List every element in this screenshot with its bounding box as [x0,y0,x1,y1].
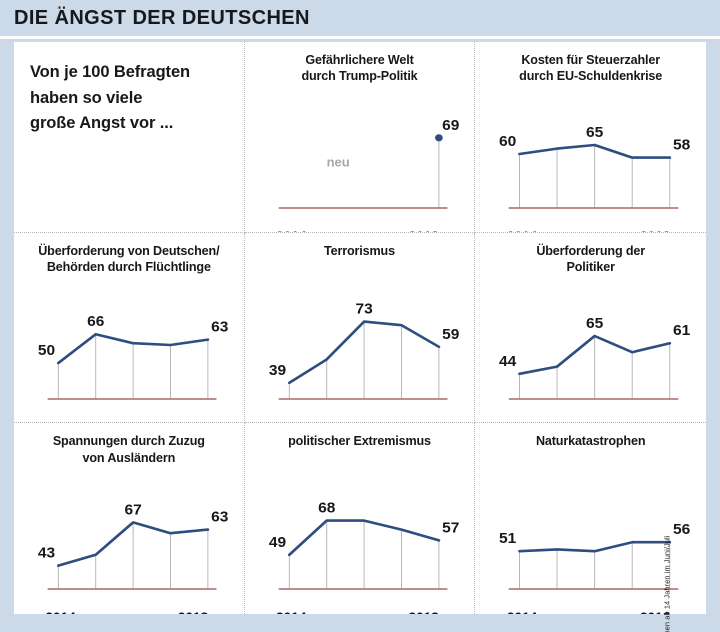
intro-line-2: haben so viele [30,88,143,107]
chart-title-line: von Ausländern [82,450,176,465]
x-tick-end: 2018 [408,419,439,423]
x-tick-end: 2018 [408,228,439,232]
header-divider [0,36,720,39]
x-axis-terrorism: 2014 2018 [253,419,467,423]
chart-title-line: Überforderung von Deutschen/ [38,243,220,258]
source-line-3: Grafik: dpa [681,604,690,632]
x-tick-start: 2014 [276,609,307,614]
x-tick-end: 2018 [408,609,439,614]
svg-text:63: 63 [211,319,228,335]
intro-line-3: große Angst vor ... [30,114,174,133]
svg-text:59: 59 [442,326,459,342]
x-tick-end: 2018 [640,419,671,423]
chart-plot-eu-debt: 60 65 58 [483,88,698,230]
content-sheet: Von je 100 Befragten haben so viele groß… [14,42,706,632]
svg-text:61: 61 [673,322,690,338]
chart-title-line: Überforderung der [536,243,646,258]
svg-text:63: 63 [211,509,228,525]
svg-text:56: 56 [673,522,690,538]
svg-text:49: 49 [269,535,286,551]
chart-title-line: Spannungen durch Zuzug [52,434,205,449]
svg-text:39: 39 [269,362,286,378]
new-badge: neu [326,154,350,170]
intro-line-1: Von je 100 Befragten [30,63,190,81]
svg-text:60: 60 [499,133,516,149]
chart-title-trump: Gefährlichere Welt durch Trump-Politik [253,52,467,86]
svg-text:66: 66 [87,313,104,329]
chart-plot-disasters: 51 56 [483,469,698,611]
chart-title-disasters: Naturkatastrophen [483,433,698,467]
x-axis-eu-debt: 2014 2018 [483,228,698,232]
panel-intro: Von je 100 Befragten haben so viele groß… [14,42,245,233]
x-tick-end: 2018 [640,609,671,614]
x-tick-start: 2014 [276,228,307,232]
chart-title-eu-debt: Kosten für Steuerzahler durch EU-Schulden… [483,52,698,86]
chart-title-refugees: Überforderung von Deutschen/Behörden dur… [22,243,236,277]
x-tick-start: 2014 [507,228,538,232]
svg-text:65: 65 [586,315,603,331]
chart-title-line: Gefährlichere Welt [305,53,414,67]
panel-chart-refugees: Überforderung von Deutschen/Behörden dur… [14,232,245,424]
panel-chart-extremism: politischer Extremismus 49 68 57 2014 2018 [245,423,476,614]
page-title: DIE ÄNGST DER DEUTSCHEN [14,7,310,29]
svg-text:57: 57 [442,520,459,536]
x-axis-refugees: 2014 2018 [22,419,236,423]
panel-grid: Von je 100 Befragten haben so viele groß… [14,42,706,614]
chart-title-line: Terrorismus [324,243,395,258]
chart-title-line: Politiker [566,260,615,275]
x-tick-start: 2014 [276,419,307,423]
svg-text:43: 43 [38,545,55,561]
x-tick-end: 2018 [640,228,671,232]
source-note: repräsentative Umfragen; 2018: rund 2300… [662,536,690,632]
x-axis-foreigners: 2014 2018 [22,609,236,614]
x-tick-start: 2014 [507,419,538,423]
x-axis-trump: 2014 2018 [253,228,467,232]
chart-title-line: Behörden durch Flüchtlinge [46,260,211,275]
chart-title-line: politischer Extremismus [288,434,431,449]
x-axis-politicians: 2014 2018 [483,419,698,423]
panel-chart-foreigners: Spannungen durch Zuzug von Ausländern 43 67… [14,423,245,614]
svg-text:69: 69 [442,117,459,133]
chart-title-foreigners: Spannungen durch Zuzug von Ausländern [22,433,236,467]
svg-text:73: 73 [355,301,372,317]
x-tick-start: 2014 [45,609,76,614]
panel-chart-eu-debt: Kosten für Steuerzahler durch EU-Schulden… [475,42,706,233]
intro-text: Von je 100 Befragten haben so viele groß… [22,48,236,137]
chart-title-terrorism: Terrorismus [253,243,467,277]
x-tick-start: 2014 [45,419,76,423]
chart-plot-foreigners: 43 67 63 [22,469,236,611]
chart-plot-terrorism: 39 73 59 [253,279,467,421]
panel-chart-terrorism: Terrorismus 39 73 59 2014 2018 [244,232,476,424]
chart-title-politicians: Überforderung der Politiker [483,243,698,277]
svg-text:50: 50 [38,342,55,358]
svg-text:51: 51 [499,531,516,547]
chart-plot-trump: 69 neu [253,88,467,230]
header-band: DIE ÄNGST DER DEUTSCHEN [0,0,720,36]
source-line-2: Quelle: R+V-Versicherung [672,604,681,632]
panel-chart-disasters: Naturkatastrophen 51 56 2014 2018 [475,423,706,614]
chart-title-line: durch Trump-Politik [301,69,418,84]
chart-title-extremism: politischer Extremismus [253,433,467,467]
chart-plot-politicians: 44 65 61 [483,279,698,421]
chart-plot-refugees: 50 66 63 [22,279,236,421]
svg-text:58: 58 [673,137,690,153]
svg-text:65: 65 [586,124,603,140]
x-tick-end: 2018 [178,609,209,614]
panel-chart-politicians: Überforderung der Politiker 44 65 61 2014 2018 [475,233,706,424]
x-axis-disasters: 2014 2018 [483,609,698,614]
chart-title-line: Naturkatastrophen [535,434,646,449]
source-line-1: repräsentative Umfragen; 2018: rund 2300… [662,536,671,632]
chart-title-line: durch EU-Schuldenkrise [519,69,663,84]
x-tick-end: 2018 [178,419,209,423]
svg-text:44: 44 [499,353,517,369]
x-axis-extremism: 2014 2018 [253,609,467,614]
chart-plot-extremism: 49 68 57 [253,469,467,611]
chart-title-line: Kosten für Steuerzahler [521,53,660,67]
x-tick-start: 2014 [507,609,538,614]
panel-chart-trump: Gefährlichere Welt durch Trump-Politik 69 n… [244,42,476,233]
svg-text:67: 67 [124,502,141,518]
svg-text:68: 68 [318,500,335,516]
